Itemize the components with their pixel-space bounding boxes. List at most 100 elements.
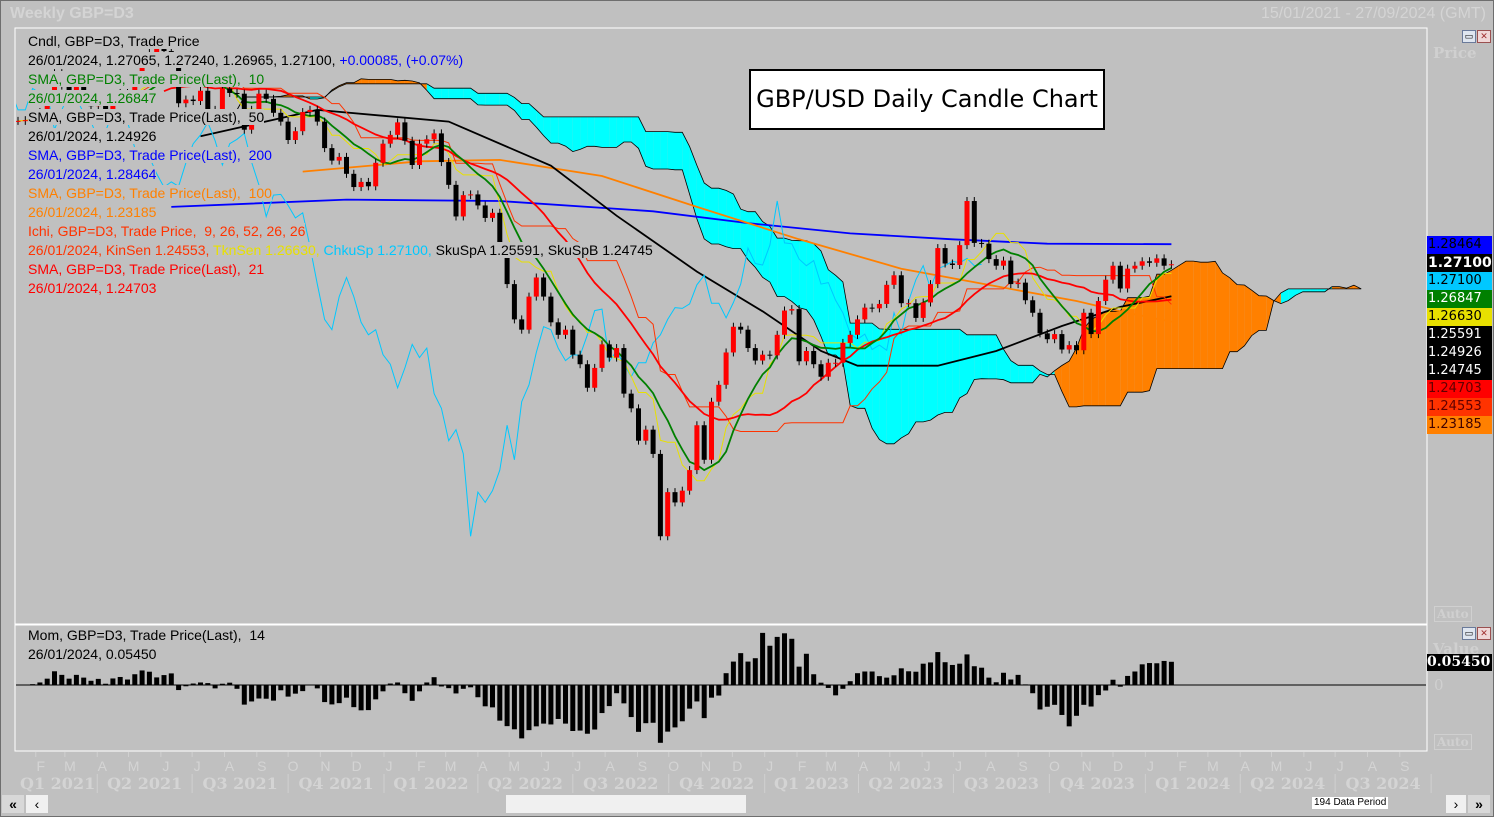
quarter-label: Q2 2022 xyxy=(488,774,563,793)
momentum-bar xyxy=(782,633,787,685)
ichimoku-cloud-segment xyxy=(967,334,975,394)
month-label: F xyxy=(1178,758,1187,774)
legend-sma100: SMA, GBP=D3, Trade Price(Last), 100 xyxy=(28,185,272,201)
candle xyxy=(979,242,985,244)
ichimoku-cloud-segment xyxy=(434,88,442,99)
candle xyxy=(278,112,284,122)
momentum-bar xyxy=(979,667,985,685)
legend-sma10-value: 26/01/2024, 1.26847 xyxy=(28,90,157,106)
momentum-bar xyxy=(1037,685,1043,710)
momentum-bar xyxy=(490,685,495,708)
ichimoku-cloud-segment xyxy=(558,116,566,147)
scroll-next-button[interactable]: › xyxy=(1446,795,1466,813)
candle xyxy=(1161,258,1167,266)
candle xyxy=(541,277,547,297)
momentum-bar xyxy=(592,685,598,730)
momentum-bar xyxy=(95,678,101,685)
candle xyxy=(219,88,225,110)
candle xyxy=(519,319,525,330)
momentum-current-value: 0.05450 xyxy=(1427,654,1492,671)
month-label: N xyxy=(1082,758,1092,774)
month-label: O xyxy=(288,758,299,774)
candle xyxy=(1095,301,1101,335)
candle xyxy=(307,109,313,113)
candle xyxy=(928,284,933,303)
scroll-last-button[interactable]: » xyxy=(1468,795,1490,813)
momentum-bar xyxy=(482,685,488,707)
scroll-thumb[interactable] xyxy=(506,795,746,813)
chart-annotation[interactable]: GBP/USD Daily Candle Chart xyxy=(749,69,1105,130)
legend-sma100-value: 26/01/2024, 1.23185 xyxy=(28,204,157,220)
momentum-bar xyxy=(584,685,590,734)
momentum-bar xyxy=(1081,685,1087,705)
ichimoku-cloud-segment xyxy=(1302,288,1311,292)
momentum-bar xyxy=(1110,679,1116,685)
ichimoku-cloud-segment xyxy=(1244,285,1252,346)
ichimoku-cloud-segment xyxy=(1332,286,1340,289)
scroll-first-button[interactable]: « xyxy=(2,795,24,813)
candle xyxy=(497,212,503,247)
legend-spans: SkuSpA 1.25591, SkuSpB 1.24745 xyxy=(435,242,653,258)
momentum-bar xyxy=(22,684,28,686)
ichimoku-cloud-segment xyxy=(711,188,719,245)
quarter-label: Q3 2022 xyxy=(583,774,658,793)
momentum-auto-scale-button[interactable]: Auto xyxy=(1434,734,1472,750)
close-momentum-button[interactable]: ✕ xyxy=(1477,627,1491,640)
candle xyxy=(490,212,495,218)
candle xyxy=(431,133,437,140)
candle xyxy=(526,296,532,330)
quarter-label: Q1 2024 xyxy=(1155,774,1230,793)
ichimoku-cloud-segment xyxy=(755,211,763,278)
candle xyxy=(555,322,561,335)
minimize-momentum-button[interactable]: ▭ xyxy=(1462,627,1476,640)
momentum-bar xyxy=(563,685,568,724)
minimize-pane-button[interactable]: ▭ xyxy=(1462,30,1476,43)
momentum-bar xyxy=(30,684,36,685)
quarter-label: Q1 2022 xyxy=(393,774,468,793)
candle xyxy=(855,319,860,335)
momentum-bar xyxy=(1066,685,1072,727)
momentum-bar xyxy=(358,685,364,711)
momentum-bar xyxy=(709,685,714,698)
candle xyxy=(584,364,590,388)
candle xyxy=(205,90,211,110)
candle xyxy=(234,92,240,94)
close-pane-button[interactable]: ✕ xyxy=(1477,30,1491,43)
momentum-bar xyxy=(511,685,517,730)
ichimoku-cloud-segment xyxy=(1295,288,1303,296)
ichimoku-cloud-segment xyxy=(302,95,310,100)
legend-sma50: SMA, GBP=D3, Trade Price(Last), 50 xyxy=(28,109,265,125)
candle xyxy=(694,425,700,471)
candle xyxy=(621,348,627,394)
momentum-bar xyxy=(920,663,926,685)
ichimoku-cloud-segment xyxy=(1178,261,1186,369)
month-label: A xyxy=(478,758,488,774)
price-label: 1.26630 xyxy=(1427,308,1492,326)
scroll-prev-button[interactable]: ‹ xyxy=(26,795,48,813)
candle xyxy=(300,112,306,132)
ichimoku-cloud-segment xyxy=(623,116,632,143)
momentum-bar xyxy=(249,685,255,702)
candle xyxy=(1052,334,1058,340)
month-label: J xyxy=(162,758,169,774)
momentum-bar xyxy=(1052,685,1058,705)
auto-scale-button[interactable]: Auto xyxy=(1434,606,1472,622)
candle xyxy=(380,143,386,163)
momentum-bar xyxy=(37,682,43,685)
candle xyxy=(22,120,28,122)
momentum-bar xyxy=(825,685,831,688)
month-label: A xyxy=(986,758,996,774)
month-label: D xyxy=(1113,758,1123,774)
momentum-bar xyxy=(132,674,138,685)
momentum-bar xyxy=(205,683,211,685)
price-label: 1.24553 xyxy=(1427,398,1492,416)
momentum-bar xyxy=(898,668,904,685)
momentum-bar xyxy=(16,685,21,686)
momentum-bar xyxy=(891,675,897,685)
candle xyxy=(657,453,663,537)
ichimoku-cloud-segment xyxy=(550,116,559,144)
legend-momentum: Mom, GBP=D3, Trade Price(Last), 14 xyxy=(28,627,265,643)
candle xyxy=(548,296,554,323)
month-label: N xyxy=(701,758,711,774)
legend-kijun: 26/01/2024, KinSen 1.24553, xyxy=(28,242,214,258)
